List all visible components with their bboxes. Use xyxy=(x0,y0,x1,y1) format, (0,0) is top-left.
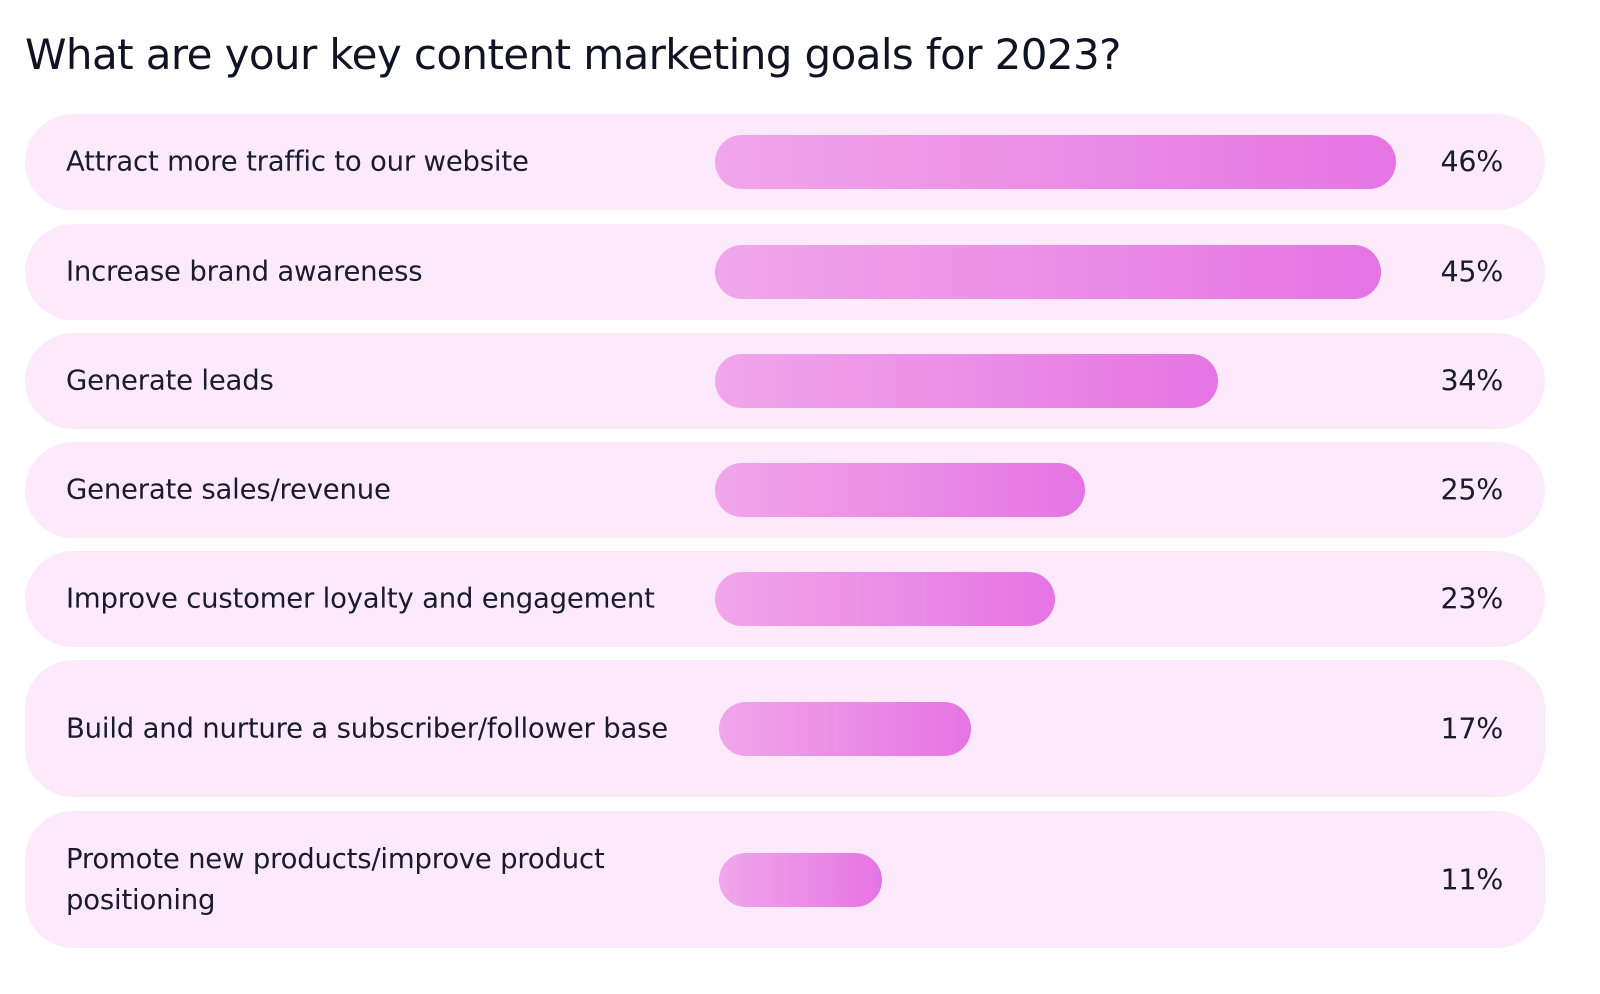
bar-track xyxy=(715,354,1219,408)
bar xyxy=(715,572,1056,626)
bar xyxy=(715,354,1219,408)
value-label: 25% xyxy=(1440,473,1504,507)
bar xyxy=(715,245,1381,299)
category-label: Attract more traffic to our website xyxy=(66,145,529,178)
category-label: Promote new products/improve product pos… xyxy=(66,842,605,916)
value-label: 17% xyxy=(1440,712,1504,745)
bar-track xyxy=(715,245,1381,299)
category-label: Increase brand awareness xyxy=(66,255,423,288)
chart-title: What are your key content marketing goal… xyxy=(25,30,1121,79)
bar-row: Generate sales/revenue 25% xyxy=(25,442,1545,538)
bar-track xyxy=(719,852,882,907)
value-label: 23% xyxy=(1440,582,1504,616)
category-label: Generate leads xyxy=(66,364,274,397)
bar-row: Build and nurture a subscriber/follower … xyxy=(25,660,1545,797)
bar xyxy=(719,852,882,907)
bar-track xyxy=(715,135,1396,189)
bar-track xyxy=(719,701,971,756)
value-label: 11% xyxy=(1440,863,1504,896)
bar xyxy=(719,701,971,756)
bar-track xyxy=(715,463,1085,517)
category-label: Improve customer loyalty and engagement xyxy=(66,582,655,615)
bar-row: Increase brand awareness 45% xyxy=(25,224,1545,320)
bar-row: Promote new products/improve product pos… xyxy=(25,811,1545,948)
bar-track xyxy=(715,572,1056,626)
category-label: Generate sales/revenue xyxy=(66,473,391,506)
bar-row: Generate leads 34% xyxy=(25,333,1545,429)
value-label: 46% xyxy=(1440,145,1504,179)
value-label: 34% xyxy=(1440,364,1504,398)
bar-row: Improve customer loyalty and engagement 2… xyxy=(25,551,1545,647)
value-label: 45% xyxy=(1440,255,1504,289)
bar-row: Attract more traffic to our website 46% xyxy=(25,114,1545,210)
category-label: Build and nurture a subscriber/follower … xyxy=(66,712,668,744)
bar xyxy=(715,463,1085,517)
bar xyxy=(715,135,1396,189)
